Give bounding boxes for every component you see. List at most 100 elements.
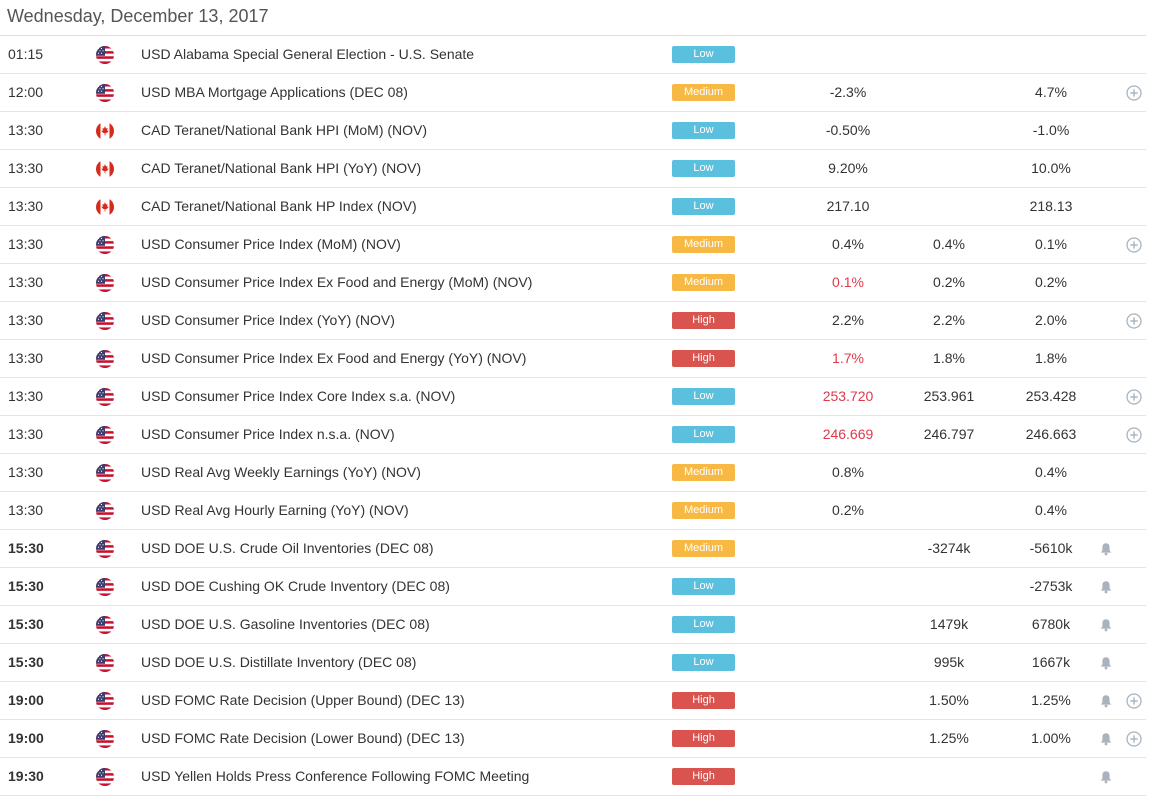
event-time: 19:00 — [8, 730, 44, 746]
importance-badge: Low — [672, 388, 735, 405]
us-flag-icon — [96, 236, 114, 254]
importance-badge: High — [672, 692, 735, 709]
event-row[interactable]: 01:15 USD Alabama Special General Electi… — [0, 36, 1146, 74]
actual-value: 0.2% — [832, 502, 864, 518]
event-title[interactable]: USD Consumer Price Index (MoM) (NOV) — [141, 236, 401, 252]
importance-badge: Low — [672, 122, 735, 139]
forecast-value: 1479k — [929, 616, 969, 632]
expand-plus-icon[interactable] — [1126, 693, 1142, 709]
bell-icon[interactable] — [1099, 618, 1113, 632]
previous-value: 1.25% — [1031, 692, 1071, 708]
event-time: 19:30 — [8, 768, 44, 784]
expand-plus-icon[interactable] — [1126, 389, 1142, 405]
event-title[interactable]: USD FOMC Rate Decision (Lower Bound) (DE… — [141, 730, 465, 746]
event-title[interactable]: USD Real Avg Weekly Earnings (YoY) (NOV) — [141, 464, 421, 480]
event-row[interactable]: 13:30 CAD Teranet/National Bank HPI (MoM… — [0, 112, 1146, 150]
expand-plus-icon[interactable] — [1126, 427, 1142, 443]
forecast-value: -3274k — [927, 540, 971, 556]
previous-value: 0.4% — [1035, 464, 1067, 480]
event-title[interactable]: USD Yellen Holds Press Conference Follow… — [141, 768, 530, 784]
previous-value: 1.8% — [1035, 350, 1067, 366]
bell-icon[interactable] — [1099, 542, 1113, 556]
event-title[interactable]: USD Consumer Price Index Ex Food and Ene… — [141, 274, 533, 290]
event-time: 15:30 — [8, 654, 44, 670]
event-title[interactable]: CAD Teranet/National Bank HPI (MoM) (NOV… — [141, 122, 428, 138]
event-title[interactable]: USD MBA Mortgage Applications (DEC 08) — [141, 84, 408, 100]
event-title[interactable]: USD Consumer Price Index (YoY) (NOV) — [141, 312, 395, 328]
event-title[interactable]: USD Alabama Special General Election - U… — [141, 46, 475, 62]
event-row[interactable]: 13:30 USD Consumer Price Index Ex Food a… — [0, 264, 1146, 302]
event-title[interactable]: CAD Teranet/National Bank HPI (YoY) (NOV… — [141, 160, 422, 176]
event-time: 13:30 — [8, 122, 44, 138]
actual-value: -0.50% — [825, 122, 871, 138]
actual-value: 0.4% — [832, 236, 864, 252]
expand-plus-icon[interactable] — [1126, 313, 1142, 329]
previous-value: -1.0% — [1032, 122, 1070, 138]
actual-value: 1.7% — [832, 350, 864, 366]
previous-value: 4.7% — [1035, 84, 1067, 100]
event-title[interactable]: USD DOE U.S. Gasoline Inventories (DEC 0… — [141, 616, 430, 632]
bell-icon[interactable] — [1099, 580, 1113, 594]
previous-value: 10.0% — [1031, 160, 1071, 176]
importance-badge: Low — [672, 46, 735, 63]
bell-icon[interactable] — [1099, 656, 1113, 670]
actual-value: 253.720 — [822, 388, 874, 404]
event-title[interactable]: USD DOE Cushing OK Crude Inventory (DEC … — [141, 578, 450, 594]
event-title[interactable]: USD Consumer Price Index Core Index s.a.… — [141, 388, 456, 404]
us-flag-icon — [96, 768, 114, 786]
expand-plus-icon[interactable] — [1126, 731, 1142, 747]
event-title[interactable]: CAD Teranet/National Bank HP Index (NOV) — [141, 198, 417, 214]
importance-badge: High — [672, 730, 735, 747]
event-row[interactable]: 13:30 USD Consumer Price Index (MoM) (NO… — [0, 226, 1146, 264]
event-row[interactable]: 13:30 USD Consumer Price Index n.s.a. (N… — [0, 416, 1146, 454]
expand-plus-icon[interactable] — [1126, 237, 1142, 253]
expand-plus-icon[interactable] — [1126, 85, 1142, 101]
event-time: 13:30 — [8, 350, 44, 366]
event-row[interactable]: 19:30 USD Yellen Holds Press Conference … — [0, 758, 1146, 796]
event-row[interactable]: 13:30 USD Consumer Price Index (YoY) (NO… — [0, 302, 1146, 340]
importance-badge: Medium — [672, 274, 735, 291]
previous-value: 2.0% — [1035, 312, 1067, 328]
actual-value: 2.2% — [832, 312, 864, 328]
us-flag-icon — [96, 388, 114, 406]
previous-value: 246.663 — [1025, 426, 1077, 442]
event-row[interactable]: 13:30 USD Consumer Price Index Ex Food a… — [0, 340, 1146, 378]
event-row[interactable]: 13:30 USD Real Avg Weekly Earnings (YoY)… — [0, 454, 1146, 492]
bell-icon[interactable] — [1099, 694, 1113, 708]
event-row[interactable]: 19:00 USD FOMC Rate Decision (Upper Boun… — [0, 682, 1146, 720]
event-row[interactable]: 13:30 CAD Teranet/National Bank HP Index… — [0, 188, 1146, 226]
us-flag-icon — [96, 426, 114, 444]
event-row[interactable]: 15:30 USD DOE U.S. Crude Oil Inventories… — [0, 530, 1146, 568]
event-row[interactable]: 13:30 CAD Teranet/National Bank HPI (YoY… — [0, 150, 1146, 188]
importance-badge: Medium — [672, 502, 735, 519]
event-row[interactable]: 15:30 USD DOE U.S. Distillate Inventory … — [0, 644, 1146, 682]
event-title[interactable]: USD Consumer Price Index Ex Food and Ene… — [141, 350, 527, 366]
us-flag-icon — [96, 350, 114, 368]
previous-value: -5610k — [1029, 540, 1073, 556]
event-title[interactable]: USD FOMC Rate Decision (Upper Bound) (DE… — [141, 692, 465, 708]
importance-badge: Medium — [672, 236, 735, 253]
event-row[interactable]: 12:00 USD MBA Mortgage Applications (DEC… — [0, 74, 1146, 112]
event-title[interactable]: USD Real Avg Hourly Earning (YoY) (NOV) — [141, 502, 409, 518]
us-flag-icon — [96, 502, 114, 520]
event-row[interactable]: 15:30 USD DOE Cushing OK Crude Inventory… — [0, 568, 1146, 606]
event-row[interactable]: 15:30 USD DOE U.S. Gasoline Inventories … — [0, 606, 1146, 644]
bell-icon[interactable] — [1099, 770, 1113, 784]
event-row[interactable]: 13:30 USD Consumer Price Index Core Inde… — [0, 378, 1146, 416]
event-title[interactable]: USD Consumer Price Index n.s.a. (NOV) — [141, 426, 395, 442]
event-time: 12:00 — [8, 84, 44, 100]
us-flag-icon — [96, 730, 114, 748]
event-time: 01:15 — [8, 46, 44, 62]
importance-badge: Medium — [672, 84, 735, 101]
event-row[interactable]: 13:30 USD Real Avg Hourly Earning (YoY) … — [0, 492, 1146, 530]
previous-value: 0.1% — [1035, 236, 1067, 252]
event-row[interactable]: 19:00 USD FOMC Rate Decision (Lower Boun… — [0, 720, 1146, 758]
importance-badge: High — [672, 312, 735, 329]
us-flag-icon — [96, 464, 114, 482]
us-flag-icon — [96, 312, 114, 330]
bell-icon[interactable] — [1099, 732, 1113, 746]
event-title[interactable]: USD DOE U.S. Distillate Inventory (DEC 0… — [141, 654, 417, 670]
forecast-value: 0.2% — [933, 274, 965, 290]
previous-value: -2753k — [1029, 578, 1073, 594]
event-title[interactable]: USD DOE U.S. Crude Oil Inventories (DEC … — [141, 540, 434, 556]
